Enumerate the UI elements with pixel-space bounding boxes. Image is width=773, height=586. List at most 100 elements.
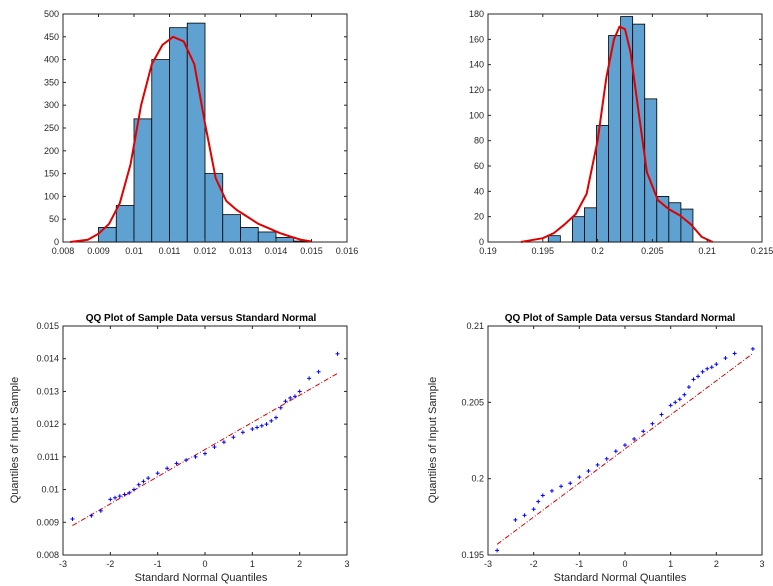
x-tick-label: 0.2: [591, 246, 604, 256]
qq-point: [632, 436, 637, 441]
histogram-bar: [257, 231, 277, 243]
histogram-bar: [204, 173, 224, 243]
qq-point: [132, 487, 136, 492]
qq-point: [136, 482, 141, 487]
y-tick-label: 0.01: [41, 485, 59, 495]
y-tick-label: 250: [44, 123, 59, 133]
histogram-bar: [571, 216, 585, 243]
qq-point: [292, 394, 297, 399]
x-tick-label: 0.016: [336, 246, 359, 256]
x-tick-label: -2: [106, 559, 114, 569]
y-tick-label: 0.012: [36, 419, 59, 429]
qq-point: [203, 451, 207, 456]
histogram-left: 0.008 0.009 0.01 0.011 0.012 0.013 0.014 0.015 0…: [44, 9, 358, 256]
qq-point: [240, 430, 245, 435]
qq-point: [264, 422, 269, 427]
qq-point: [673, 400, 678, 405]
y-tick-label: 100: [44, 191, 59, 201]
y-tick-label: 60: [474, 161, 484, 171]
qq-point: [316, 369, 321, 374]
qq-point: [668, 403, 673, 408]
histogram-bar: [608, 35, 622, 243]
qq-point: [221, 440, 226, 445]
qq-point: [696, 374, 701, 379]
qq-point: [250, 427, 255, 432]
y-tick-label: 160: [469, 34, 484, 44]
y-tick-label: 150: [44, 169, 59, 179]
x-tick-label: -1: [154, 559, 162, 569]
qq-point: [714, 362, 719, 367]
qq-point: [650, 421, 655, 426]
qq-point: [255, 425, 260, 430]
plot-area: [62, 325, 348, 556]
x-tick-label: 3: [344, 559, 349, 569]
x-tick-label: 2: [297, 559, 302, 569]
x-tick-label: 3: [759, 559, 764, 569]
qq-point: [283, 399, 288, 404]
y-tick-label: 120: [469, 85, 484, 95]
qq-point: [231, 435, 236, 440]
y-tick-label: 0.011: [37, 452, 59, 462]
y-tick-label: 300: [44, 100, 59, 110]
y-tick-label: 0.014: [36, 354, 59, 364]
qq-point: [278, 405, 283, 410]
reference-line: [496, 353, 754, 545]
qq-point: [549, 488, 554, 493]
qq-point: [155, 471, 160, 476]
y-tick-label: 0.2: [471, 474, 484, 484]
x-tick-label: 0.014: [265, 246, 288, 256]
histogram-bar: [584, 207, 597, 243]
y-axis-label: Quantiles of Input Sample: [9, 377, 21, 504]
x-tick-label: 0.19: [479, 246, 497, 256]
qq-point: [522, 513, 527, 518]
y-tick-label: 50: [49, 214, 59, 224]
x-tick-label: 0.009: [87, 246, 110, 256]
histogram-bar: [644, 98, 658, 243]
x-tick-label: 0.205: [641, 246, 664, 256]
qq-point: [540, 493, 545, 498]
x-tick-label: 0.015: [300, 246, 323, 256]
qq-point: [750, 346, 755, 351]
histogram-bar: [222, 214, 241, 243]
qq-point: [108, 497, 113, 502]
x-tick-label: -1: [575, 559, 583, 569]
qq-point: [127, 490, 132, 495]
qq-point: [659, 412, 664, 417]
qq-point: [193, 454, 198, 459]
x-tick-label: -3: [484, 559, 492, 569]
x-axis-label: Standard Normal Quantiles: [135, 572, 268, 584]
histogram-bar: [151, 59, 170, 243]
histogram-bar: [169, 27, 188, 243]
histogram-bar: [547, 235, 561, 243]
histogram-bar: [275, 237, 295, 243]
y-tick-label: 0.21: [466, 321, 484, 331]
qq-point: [297, 389, 302, 394]
x-tick-label: 0.01: [125, 246, 143, 256]
qq-point: [259, 423, 264, 428]
qq-point: [141, 479, 146, 484]
qq-point: [274, 415, 278, 420]
x-tick-label: 0.195: [532, 246, 555, 256]
y-tick-label: 500: [44, 9, 59, 19]
histogram-bar: [186, 22, 206, 243]
x-tick-label: 0.012: [194, 246, 217, 256]
qq-point: [307, 376, 312, 381]
y-tick-label: 100: [469, 110, 484, 120]
x-tick-label: -3: [59, 559, 67, 569]
chart-title: QQ Plot of Sample Data versus Standard N…: [86, 313, 317, 324]
qq-point: [677, 397, 682, 402]
qq-point: [682, 392, 687, 397]
y-axis-label: Quantiles of Input Sample: [427, 377, 439, 504]
qq-point: [732, 351, 737, 356]
density-curve: [520, 25, 714, 243]
chart-title: QQ Plot of Sample Data versus Standard N…: [505, 313, 736, 324]
x-tick-label: 0.21: [698, 246, 716, 256]
y-tick-label: 0.015: [36, 321, 59, 331]
qq-point: [495, 548, 500, 553]
qq-point: [709, 365, 714, 370]
qq-plot-left: QQ Plot of Sample Data versus Standard N…: [9, 313, 350, 584]
qq-point: [686, 385, 691, 390]
y-tick-label: 350: [44, 77, 59, 87]
y-tick-label: 0.205: [461, 397, 484, 407]
